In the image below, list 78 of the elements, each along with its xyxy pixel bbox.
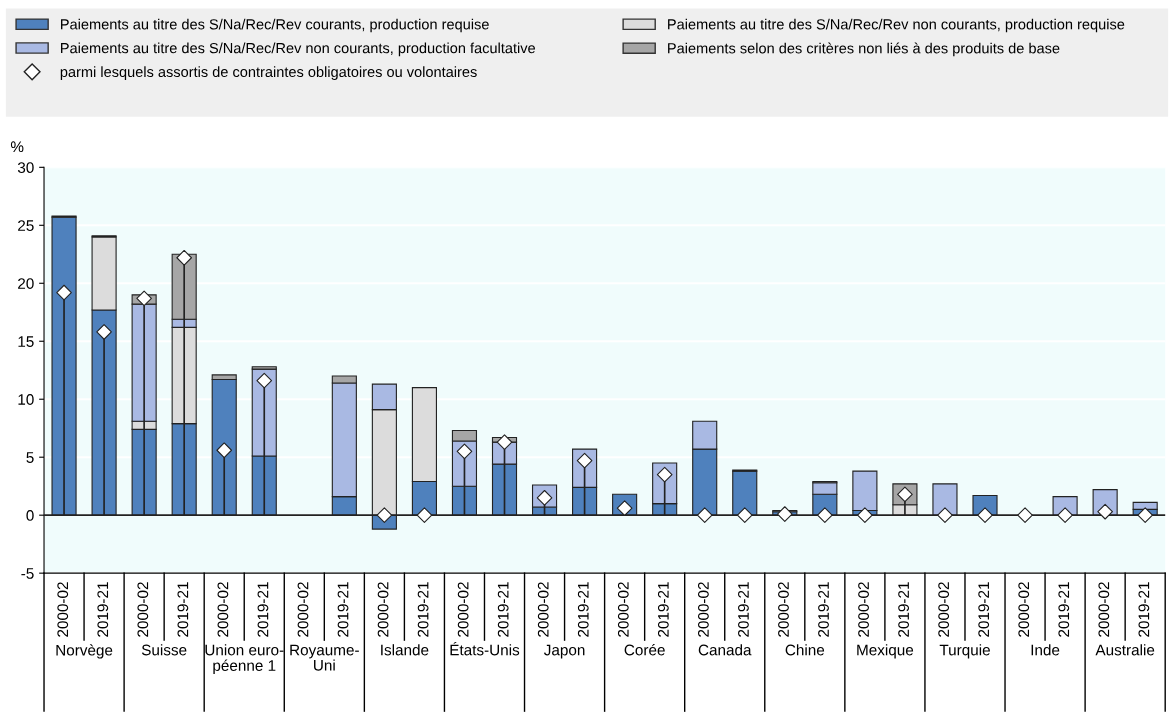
point [817, 507, 833, 524]
y-tick-label: 25 [18, 220, 34, 231]
text: Islande [381, 644, 429, 656]
point [416, 507, 433, 524]
text: Royaume- Uni [290, 644, 359, 671]
point [376, 507, 393, 524]
x-tick-label: 2000-02 [377, 582, 389, 637]
point [656, 466, 673, 483]
point [496, 434, 513, 450]
legend-label: parmi lesquels assortis de contraintes obligatoires ou volontaires [60, 66, 477, 80]
text: Canada [698, 644, 752, 656]
x-tick-label: 2019-21 [978, 582, 990, 637]
y-tick-label: 20 [18, 278, 34, 289]
point [937, 507, 953, 524]
text: Turquie [939, 644, 990, 659]
x-tick-label: 2019-21 [1058, 582, 1070, 637]
text: Japon [544, 644, 585, 659]
x-tick-label: 2000-02 [57, 582, 69, 637]
x-tick-label: 2000-02 [617, 582, 629, 637]
point [56, 284, 72, 301]
x-tick-label: 2019-21 [818, 582, 829, 637]
x-tick-label: 2019-21 [497, 582, 509, 637]
x-tick-label: 2000-02 [537, 582, 549, 637]
point [1097, 503, 1113, 520]
x-tick-label: 2000-02 [297, 582, 309, 637]
x-tick-label: 2000-02 [217, 582, 229, 637]
text: Australie [1095, 644, 1155, 656]
point [1137, 507, 1154, 524]
x-tick-label: 2000-02 [1098, 582, 1110, 637]
x-tick-label: 2000-02 [1018, 582, 1030, 637]
x-tick-label: 2000-02 [457, 582, 469, 637]
y-tick-label: 30 [17, 162, 34, 174]
text: États-Unis [450, 642, 520, 656]
y-tick-label: 10 [18, 394, 34, 405]
x-tick-label: 2019-21 [898, 582, 910, 637]
x-tick-label: 2019-21 [417, 582, 429, 637]
point [696, 507, 713, 524]
text: Union euro- péenne 1 [205, 644, 284, 674]
point [136, 290, 152, 307]
x-tick-label: 2000-02 [938, 582, 950, 637]
point [176, 249, 193, 266]
point [1017, 507, 1033, 524]
point [96, 324, 112, 340]
y-tick-label: -5 [21, 568, 34, 579]
text: Corée [624, 644, 665, 656]
x-tick-label: 2019-21 [97, 582, 109, 637]
point [857, 507, 873, 524]
x-tick-label: 2019-21 [1138, 582, 1150, 637]
point [977, 507, 993, 524]
x-tick-label: 2019-21 [657, 582, 669, 637]
y-tick-label: 0 [26, 510, 34, 521]
x-tick-label: 2019-21 [337, 582, 349, 637]
text: Suisse [141, 644, 187, 656]
text: Chine [785, 644, 825, 656]
point [736, 507, 753, 524]
legend-label: Paiements au titre des S/Na/Rec/Rev non courants, production facultative [61, 42, 536, 57]
point [1057, 507, 1073, 524]
text: Mexique [857, 644, 914, 659]
x-tick-label: 2000-02 [698, 582, 709, 637]
x-tick-label: 2000-02 [858, 582, 869, 637]
y-tick-label: 5 [26, 452, 34, 463]
legend-label: Paiements au titre des S/Na/Rec/Rev non courants, production requise [668, 18, 1125, 33]
point [456, 443, 473, 460]
x-tick-label: 2019-21 [577, 582, 589, 637]
x-tick-label: 2019-21 [177, 582, 189, 637]
point [256, 372, 273, 389]
y-tick-label: 15 [18, 336, 34, 347]
x-tick-label: 2019-21 [257, 582, 269, 637]
text: Inde [1031, 644, 1060, 656]
x-tick-label: 2019-21 [738, 582, 749, 637]
point [776, 506, 793, 522]
x-tick-label: 2000-02 [137, 582, 149, 637]
legend-label: Paiements au titre des S/Na/Rec/Rev courants, production requise [61, 18, 489, 33]
y-axis-title: % [10, 141, 24, 153]
text: Norvège [56, 644, 113, 659]
legend-label: Paiements selon des critères non liés à des produits de base [668, 42, 1060, 57]
x-tick-label: 2000-02 [778, 582, 789, 637]
point [216, 442, 233, 459]
